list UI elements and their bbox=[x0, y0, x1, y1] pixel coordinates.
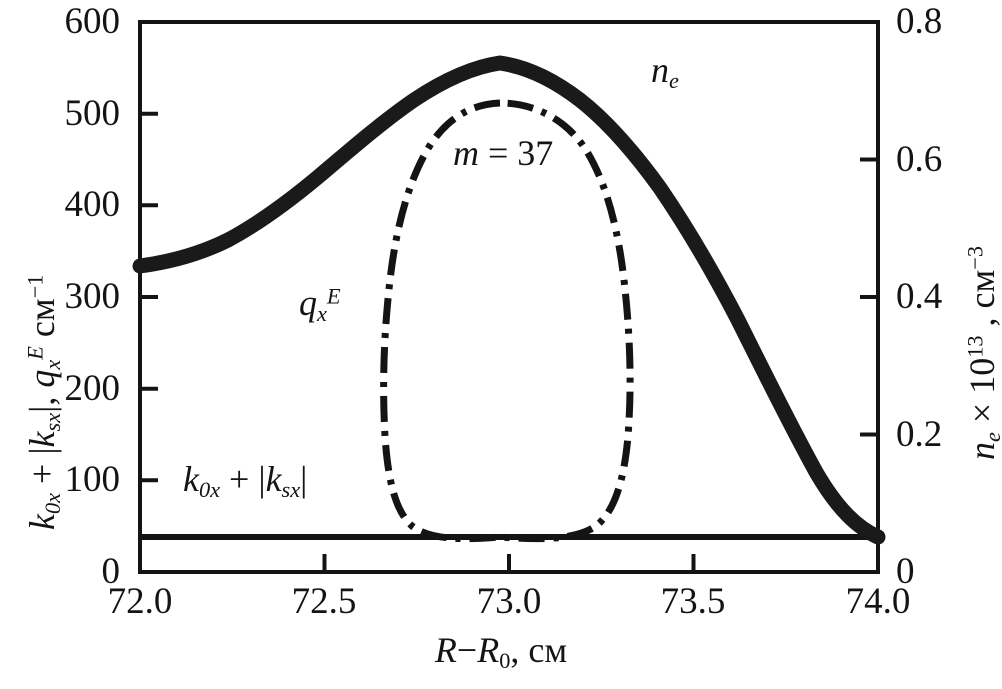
y-right-ticks bbox=[860, 157, 878, 437]
annotation-qxE-label: qxE bbox=[299, 285, 341, 326]
annotation-m-label: m = 37 bbox=[453, 135, 553, 171]
y-right-tick-0-2: 0.2 bbox=[896, 414, 943, 455]
annotation-m-value: = 37 bbox=[479, 133, 554, 173]
y-left-tick-400: 400 bbox=[64, 184, 121, 225]
x-tick-72-5: 72.5 bbox=[291, 581, 357, 622]
y-right-tick-0-6: 0.6 bbox=[896, 139, 943, 180]
annotation-k-line-k1: k bbox=[183, 459, 199, 499]
series-qxE-contour bbox=[380, 99, 634, 543]
annotation-ne-label: ne bbox=[651, 52, 679, 93]
annotation-qxE-sup: E bbox=[326, 283, 341, 309]
y-right-axis-title: ne × 1013 , см−3 bbox=[962, 245, 1002, 460]
annotation-qxE-sub: x bbox=[317, 301, 327, 327]
y-right-title-times10: × 10 bbox=[962, 357, 1002, 433]
y-left-tick-200: 200 bbox=[64, 368, 121, 409]
y-right-title-unit: , см bbox=[962, 269, 1002, 336]
y-left-title-q-sub: x bbox=[40, 359, 66, 370]
y-right-title-n-sub: e bbox=[980, 432, 1002, 442]
series-ne-curve bbox=[132, 55, 886, 545]
y-right-title-exp: 13 bbox=[962, 335, 988, 358]
x-axis-title-R: R bbox=[434, 630, 457, 670]
x-tick-73-5: 73.5 bbox=[660, 581, 726, 622]
annotation-m-symbol: m bbox=[453, 133, 479, 173]
annotation-k-line-plus: + | bbox=[220, 459, 266, 499]
annotation-qxE-base: q bbox=[299, 283, 317, 323]
y-left-title-q-sup: E bbox=[22, 346, 48, 360]
y-right-title-unit-sup: −3 bbox=[962, 245, 988, 270]
annotation-k-line-k2-sub: sx bbox=[281, 477, 301, 503]
annotation-k-line-k2: k bbox=[265, 459, 282, 499]
y-left-title-q: q bbox=[22, 369, 62, 388]
y-left-ticks bbox=[140, 111, 158, 483]
x-axis-title-minus: − bbox=[456, 630, 478, 670]
annotation-ne-base: n bbox=[651, 50, 669, 90]
x-axis-title: R−R0, см bbox=[0, 632, 1002, 673]
annotation-k-line-k1-sub: 0x bbox=[198, 477, 221, 503]
y-right-tick-0: 0 bbox=[896, 551, 915, 592]
y-left-title-unit: см bbox=[22, 298, 62, 347]
y-left-tick-500: 500 bbox=[64, 93, 121, 134]
annotation-ne-sub: e bbox=[669, 68, 679, 94]
y-left-title-k0-sub: 0x bbox=[40, 492, 66, 515]
y-left-tick-0: 0 bbox=[101, 551, 121, 592]
y-left-title-plusbar: + | bbox=[22, 447, 62, 493]
y-right-title-n: n bbox=[962, 442, 1002, 460]
y-left-title-ks-sub: sx bbox=[40, 412, 66, 432]
annotation-k-line-label: k0x + |ksx| bbox=[183, 461, 307, 502]
y-left-tick-100: 100 bbox=[64, 459, 121, 500]
y-left-title-barcomma: |, bbox=[22, 387, 62, 413]
x-ticks bbox=[322, 554, 696, 572]
y-left-title-ks: k bbox=[22, 431, 62, 448]
y-left-tick-600: 600 bbox=[64, 1, 121, 42]
annotation-k-line-close: | bbox=[300, 459, 308, 499]
y-left-title-unit-sup: −1 bbox=[22, 274, 48, 299]
y-left-title-k0: k bbox=[22, 514, 62, 530]
x-tick-73-0: 73.0 bbox=[476, 581, 542, 622]
x-axis-title-unit: , см bbox=[510, 630, 568, 670]
x-axis-title-subzero: 0 bbox=[499, 648, 511, 674]
y-right-tick-0-8: 0.8 bbox=[896, 1, 943, 42]
x-tick-72-0: 72.0 bbox=[107, 581, 173, 622]
x-axis-title-R0: R bbox=[477, 630, 500, 670]
x-tick-74-0: 74.0 bbox=[845, 581, 911, 622]
y-left-axis-title: k0x + |ksx|, qxE см−1 bbox=[22, 274, 66, 530]
y-left-tick-300: 300 bbox=[64, 276, 121, 317]
y-right-tick-0-4: 0.4 bbox=[896, 276, 943, 317]
